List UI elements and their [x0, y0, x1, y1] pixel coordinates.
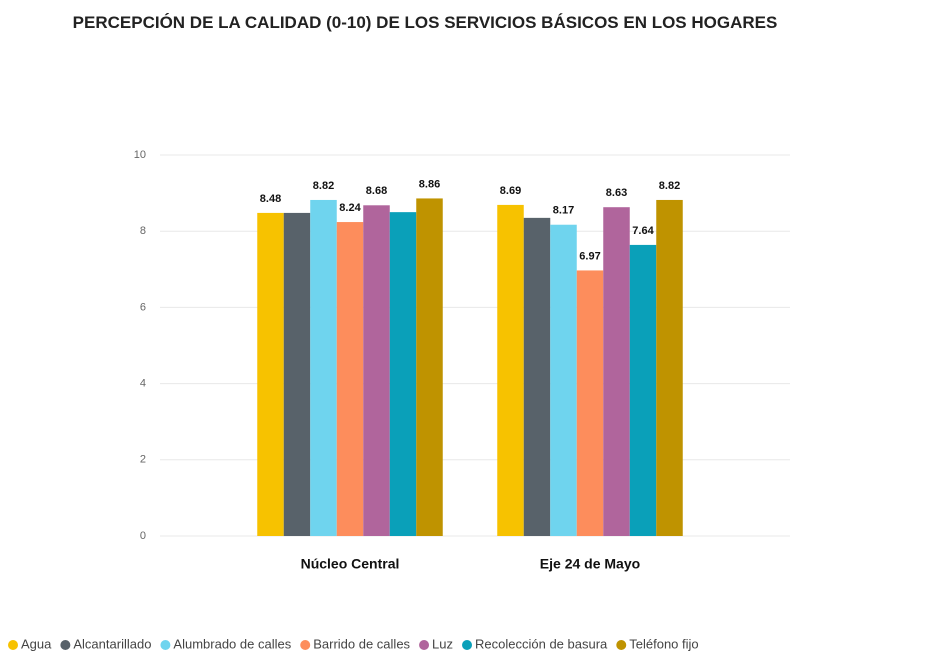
bar [523, 217, 551, 537]
bar [576, 270, 604, 536]
data-label: 6.97 [579, 250, 600, 262]
bar [550, 224, 577, 536]
legend-marker [300, 640, 311, 650]
bar [416, 198, 443, 536]
data-label: 8.82 [659, 180, 680, 192]
x-tick-label: Núcleo Central [301, 556, 400, 572]
y-tick-label: 6 [140, 301, 146, 313]
legend-marker [462, 640, 473, 650]
chart-title: PERCEPCIÓN DE LA CALIDAD (0-10) DE LOS S… [72, 13, 778, 32]
data-label: 8.68 [366, 185, 387, 197]
bar [336, 222, 364, 536]
legend-label: Recolección de basura [475, 636, 608, 651]
data-label: 8.24 [339, 202, 361, 214]
legend-label: Teléfono fijo [629, 636, 698, 651]
legend-label: Barrido de calles [313, 636, 410, 651]
y-tick-label: 2 [140, 454, 146, 466]
legend-marker [419, 640, 430, 650]
bar [497, 204, 524, 536]
x-tick-label: Eje 24 de Mayo [540, 556, 640, 572]
bar [389, 212, 417, 536]
legend-marker [616, 640, 627, 650]
data-label: 7.64 [632, 225, 654, 237]
legend-label: Luz [432, 636, 453, 651]
bar [283, 212, 311, 537]
bar [629, 244, 657, 536]
y-tick-label: 4 [140, 378, 146, 390]
data-label: 8.82 [313, 180, 334, 192]
legend-label: Alumbrado de calles [173, 636, 291, 651]
legend-marker [60, 640, 71, 650]
bar [656, 199, 683, 536]
data-label: 8.48 [260, 193, 281, 205]
legend-marker [160, 640, 171, 650]
data-label: 8.17 [553, 205, 574, 217]
bar [310, 199, 337, 536]
data-label: 8.86 [419, 178, 440, 190]
legend-label: Alcantarillado [73, 636, 151, 651]
data-label: 8.63 [606, 187, 627, 199]
legend-label: Agua [21, 636, 52, 651]
y-tick-label: 10 [134, 149, 146, 161]
bar [603, 207, 630, 536]
y-tick-label: 0 [140, 530, 146, 542]
data-label: 8.69 [500, 185, 521, 197]
bar [257, 212, 284, 537]
legend-marker [8, 640, 18, 650]
y-tick-label: 8 [140, 225, 146, 237]
bar [363, 205, 390, 537]
